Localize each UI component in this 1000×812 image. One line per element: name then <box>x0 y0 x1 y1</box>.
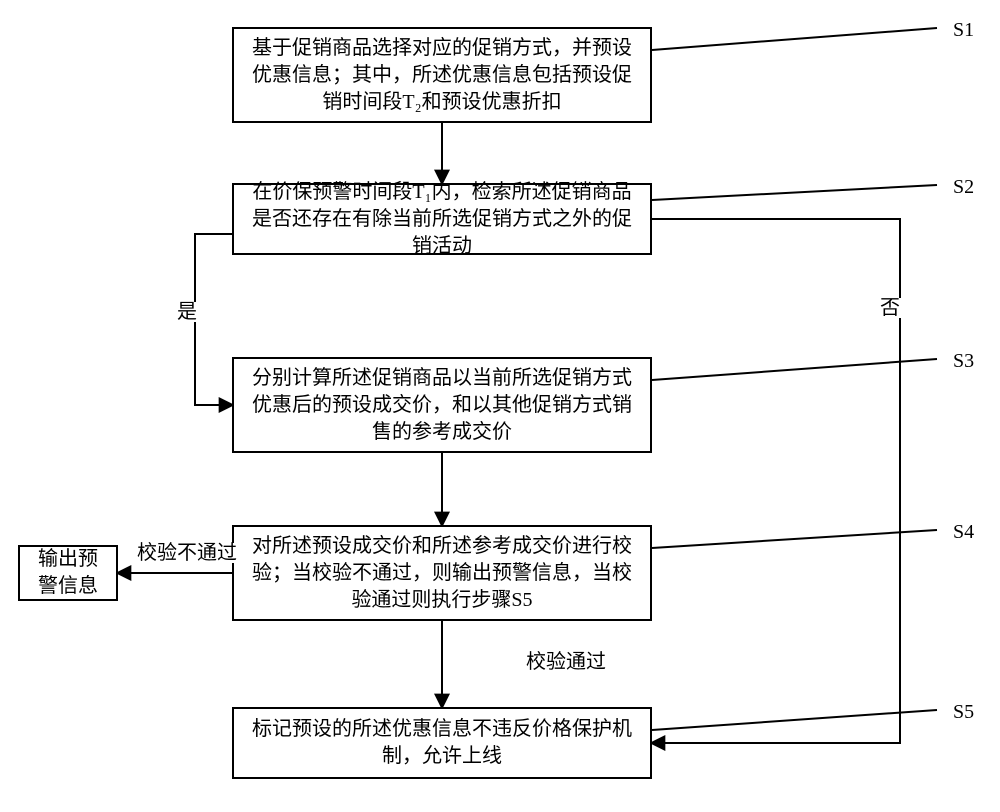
edge-label-fail: 校验不通过 <box>135 543 239 563</box>
step-s4-box: 对所述预设成交价和所述参考成交价进行校验；当校验不通过，则输出预警信息，当校验通… <box>232 525 652 621</box>
step-label-s5: S5 <box>953 702 974 722</box>
edge-label-no: 否 <box>878 298 902 318</box>
output-warning-box: 输出预警信息 <box>18 545 118 601</box>
flowchart-canvas: 基于促销商品选择对应的促销方式，并预设优惠信息；其中，所述优惠信息包括预设促销时… <box>0 0 1000 812</box>
edge-label-yes: 是 <box>175 302 199 322</box>
step-s5-text: 标记预设的所述优惠信息不违反价格保护机制，允许上线 <box>244 716 640 770</box>
step-s2-box: 在价保预警时间段T₁内，检索所述促销商品是否还存在有除当前所选促销方式之外的促销… <box>232 183 652 255</box>
step-s3-text: 分别计算所述促销商品以当前所选促销方式优惠后的预设成交价，和以其他促销方式销售的… <box>244 365 640 446</box>
output-warning-text: 输出预警信息 <box>30 546 106 600</box>
edge-label-pass: 校验通过 <box>524 652 608 672</box>
step-s1-text: 基于促销商品选择对应的促销方式，并预设优惠信息；其中，所述优惠信息包括预设促销时… <box>244 35 640 116</box>
step-s2-text: 在价保预警时间段T₁内，检索所述促销商品是否还存在有除当前所选促销方式之外的促销… <box>244 179 640 260</box>
step-label-s1: S1 <box>953 20 974 40</box>
step-label-s4: S4 <box>953 522 974 542</box>
step-label-s2: S2 <box>953 177 974 197</box>
step-s4-text: 对所述预设成交价和所述参考成交价进行校验；当校验不通过，则输出预警信息，当校验通… <box>244 533 640 614</box>
step-s1-box: 基于促销商品选择对应的促销方式，并预设优惠信息；其中，所述优惠信息包括预设促销时… <box>232 27 652 123</box>
step-s5-box: 标记预设的所述优惠信息不违反价格保护机制，允许上线 <box>232 707 652 779</box>
step-s3-box: 分别计算所述促销商品以当前所选促销方式优惠后的预设成交价，和以其他促销方式销售的… <box>232 357 652 453</box>
step-label-s3: S3 <box>953 351 974 371</box>
